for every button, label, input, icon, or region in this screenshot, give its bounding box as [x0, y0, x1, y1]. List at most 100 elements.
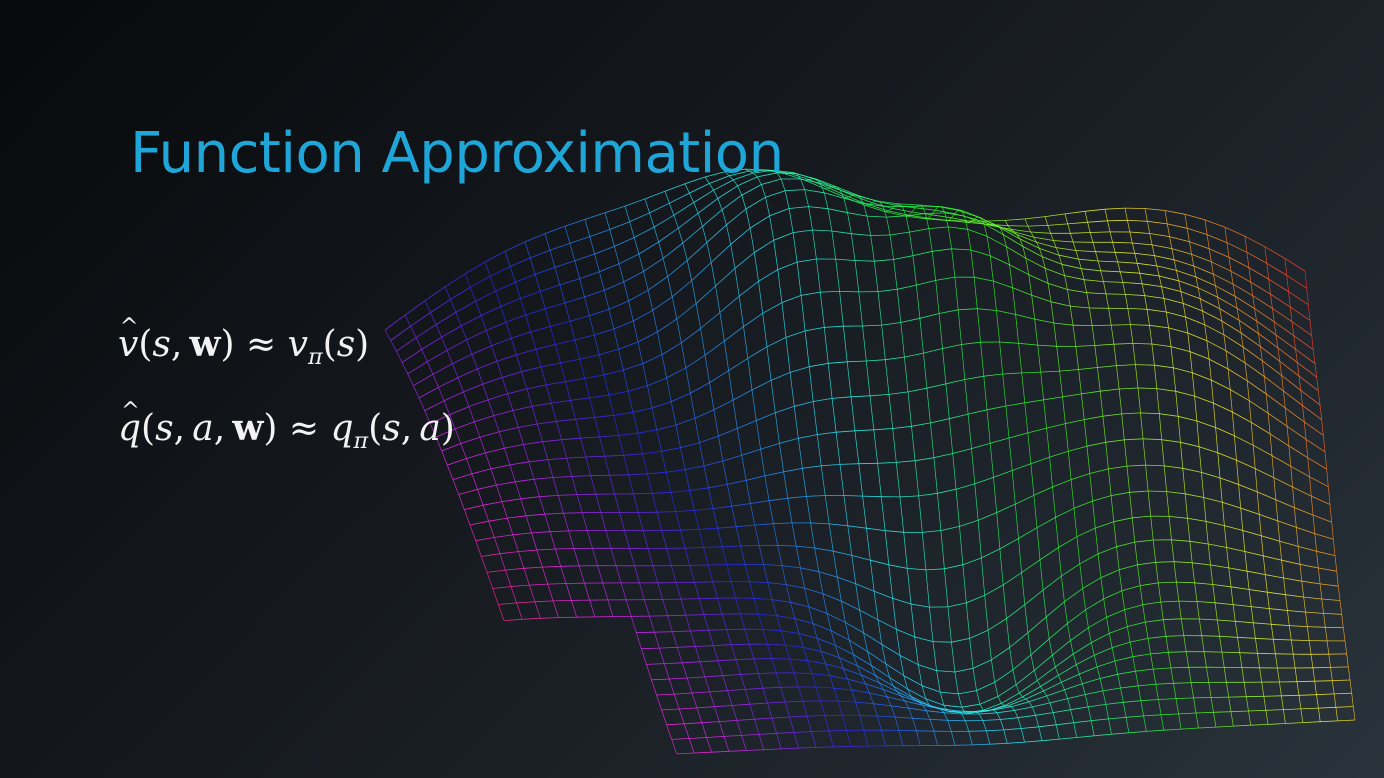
- mesh-line: [1000, 717, 1018, 720]
- mesh-line: [1072, 325, 1077, 347]
- mesh-line: [744, 564, 750, 582]
- mesh-line: [1142, 438, 1146, 466]
- mesh-line: [1293, 335, 1296, 350]
- mesh-line: [753, 170, 774, 174]
- mesh-line: [862, 203, 868, 217]
- mesh-line: [947, 710, 951, 713]
- mesh-line: [1266, 263, 1270, 280]
- mesh-line: [1070, 233, 1074, 243]
- mesh-line: [904, 700, 923, 706]
- mesh-line: [896, 460, 916, 463]
- mesh-line: [1041, 738, 1060, 742]
- mesh-line: [566, 458, 573, 477]
- mesh-line: [1195, 712, 1199, 729]
- mesh-line: [855, 194, 860, 197]
- mesh-line: [675, 510, 695, 512]
- mesh-line: [819, 292, 825, 328]
- mesh-line: [623, 453, 643, 456]
- mesh-line: [885, 530, 904, 533]
- mesh-line: [480, 556, 488, 573]
- mesh-line: [500, 306, 507, 323]
- mesh-line: [955, 483, 975, 490]
- mesh-line: [798, 747, 816, 749]
- mesh-line: [1271, 455, 1291, 467]
- mesh-line: [618, 253, 640, 265]
- mesh-line: [858, 463, 863, 497]
- mesh-line: [1105, 442, 1109, 469]
- mesh-line: [885, 356, 905, 361]
- mesh-line: [1084, 208, 1106, 212]
- mesh-line: [1127, 308, 1131, 325]
- mesh-line: [1215, 285, 1218, 298]
- mesh-line: [1288, 445, 1292, 467]
- mesh-line: [1161, 286, 1165, 299]
- mesh-line: [1281, 695, 1284, 710]
- mesh-line: [1075, 346, 1079, 370]
- mesh-line: [552, 600, 559, 618]
- mesh-line: [524, 233, 546, 243]
- mesh-line: [1310, 654, 1314, 668]
- mesh-line: [850, 396, 856, 431]
- mesh-line: [780, 630, 800, 634]
- mesh-line: [1226, 242, 1230, 258]
- mesh-line: [701, 722, 707, 738]
- mesh-line: [1015, 314, 1035, 320]
- mesh-line: [1049, 457, 1053, 488]
- mesh-line: [1296, 362, 1300, 377]
- mesh-line: [740, 674, 746, 690]
- mesh-line: [816, 686, 834, 689]
- mesh-line: [1292, 654, 1296, 669]
- mesh-line: [1242, 346, 1246, 363]
- mesh-line: [662, 258, 669, 277]
- mesh-line: [482, 505, 490, 522]
- mesh-line: [1294, 667, 1298, 682]
- mesh-line: [1195, 711, 1214, 714]
- mesh-line: [1175, 391, 1179, 417]
- mesh-line: [847, 360, 867, 363]
- mesh-line: [966, 594, 985, 604]
- mesh-line: [1134, 253, 1138, 264]
- mesh-line: [1119, 387, 1139, 390]
- mesh-line: [1061, 673, 1080, 683]
- mesh-line: [1207, 543, 1211, 566]
- mesh-line: [491, 337, 512, 347]
- mesh-line: [1122, 282, 1126, 295]
- mesh-line: [1235, 620, 1254, 624]
- mesh-line: [780, 687, 786, 703]
- mesh-line: [1053, 322, 1074, 326]
- mesh-line: [1124, 208, 1128, 221]
- mesh-line: [1324, 627, 1328, 641]
- mesh-line: [569, 236, 590, 244]
- mesh-line: [1248, 400, 1252, 423]
- mesh-line: [1228, 567, 1232, 587]
- mesh-line: [986, 409, 991, 444]
- mesh-line: [1146, 308, 1167, 313]
- mesh-line: [736, 428, 743, 456]
- mesh-line: [717, 528, 723, 547]
- mesh-line: [1234, 621, 1238, 638]
- mesh-line: [1286, 275, 1289, 292]
- mesh-line: [512, 406, 533, 411]
- mesh-line: [1009, 264, 1013, 288]
- mesh-line: [1011, 701, 1030, 708]
- mesh-line: [1152, 669, 1157, 685]
- mesh-line: [1024, 604, 1029, 633]
- mesh-line: [1199, 298, 1203, 312]
- mesh-line: [1012, 669, 1017, 685]
- mesh-line: [1166, 223, 1170, 237]
- mesh-line: [574, 339, 581, 360]
- mesh-line: [714, 706, 720, 722]
- mesh-line: [644, 190, 666, 200]
- mesh-line: [1256, 320, 1277, 336]
- mesh-line: [1171, 539, 1175, 562]
- mesh-line: [1290, 466, 1293, 488]
- mesh-line: [703, 465, 709, 488]
- mesh-line: [789, 206, 809, 209]
- mesh-line: [1330, 666, 1349, 668]
- mesh-line: [544, 514, 551, 532]
- mesh-line: [608, 300, 629, 310]
- mesh-line: [1070, 232, 1091, 234]
- mesh-line: [1061, 264, 1065, 276]
- mesh-line: [694, 418, 700, 443]
- mesh-line: [1304, 271, 1308, 289]
